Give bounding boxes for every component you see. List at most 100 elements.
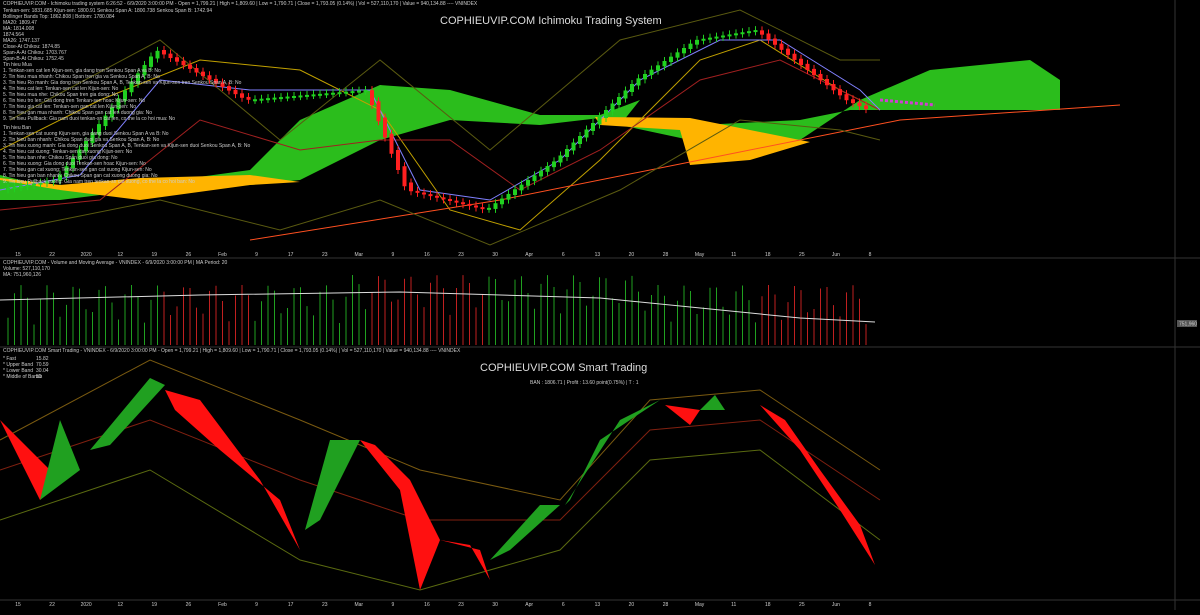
smart-signal: BAN : 1806.71 | Profit : 13.60 point(0.7…	[530, 380, 639, 386]
date-label: 23	[322, 602, 328, 608]
sell-heading: Tin hieu Ban	[3, 125, 31, 131]
candle-body	[857, 102, 862, 107]
candle-body	[350, 91, 355, 94]
candle-body	[779, 43, 784, 50]
candle-body	[214, 78, 218, 84]
candle-body	[233, 89, 238, 95]
candle-body	[279, 97, 283, 100]
candle-body	[831, 84, 836, 91]
date-label: 22	[49, 252, 55, 258]
indicator-info: MA26: 1747.137	[3, 38, 40, 44]
candle-body	[71, 157, 75, 169]
candle-body	[168, 53, 173, 59]
candle-body	[454, 200, 459, 203]
date-label: May	[695, 602, 705, 608]
candle-body	[318, 93, 322, 96]
candle-body	[448, 199, 452, 201]
buy-signal: 2. Tin hieu mua nhanh: Chikou Span tren …	[3, 74, 160, 80]
sell-signal: 4. Tin hieu cat xuong: Tenkan-sen cat xu…	[3, 149, 132, 155]
legend-name: * Upper Band	[3, 362, 33, 368]
candle-body	[220, 82, 225, 87]
buy-signal: 8. Tin hieu gan mua nhanh: Chikou Span g…	[3, 110, 152, 116]
smart-title: COPHIEUVIP.COM Smart Trading	[480, 362, 647, 374]
candle-body	[409, 182, 413, 192]
candle-body	[194, 68, 199, 73]
candle-body	[643, 74, 647, 80]
candle-body	[734, 33, 738, 36]
candle-body	[565, 149, 569, 157]
candle-body	[597, 116, 602, 125]
date-label: 16	[424, 252, 430, 258]
ichimoku-lines	[0, 9, 1121, 246]
date-label: 11	[731, 252, 736, 258]
candle-body	[227, 86, 231, 91]
candle-body	[51, 180, 56, 183]
candle-body	[402, 166, 407, 187]
date-label: 23	[458, 252, 464, 258]
candle-body	[292, 96, 296, 98]
candle-body	[649, 69, 654, 75]
candle-body	[493, 203, 498, 209]
date-label: Feb	[218, 252, 227, 258]
candle-body	[766, 33, 771, 40]
candle-body	[539, 170, 543, 177]
candle-body	[688, 43, 693, 49]
candle-body	[90, 132, 95, 143]
legend-value: 15.82	[36, 356, 49, 362]
sell-signal: 7. Tin hieu gan cat xuong: Tenkan-sen ga…	[3, 167, 152, 173]
candle-body	[376, 101, 381, 122]
candle-body	[389, 133, 394, 154]
candle-body	[266, 98, 270, 101]
date-label: 17	[288, 252, 294, 258]
buy-heading: Tin hieu Mua	[3, 62, 32, 68]
candle-body	[246, 96, 251, 100]
date-label: 13	[595, 252, 601, 258]
candle-body	[864, 105, 868, 110]
date-label: 13	[595, 602, 601, 608]
candle-body	[123, 90, 127, 101]
candle-body	[474, 205, 478, 208]
candle-body	[58, 174, 62, 181]
candle-body	[682, 48, 686, 54]
date-label: 28	[663, 602, 669, 608]
candle-body	[136, 73, 140, 84]
date-label: Apr	[525, 252, 533, 258]
indicator-info: Span-B-At Chikou: 1752.45	[3, 56, 64, 62]
candle-body	[272, 97, 277, 100]
date-label: 9	[391, 602, 394, 608]
candle-body	[259, 98, 264, 101]
header-line: COPHIEUVIP.COM - Ichimoku trading system…	[3, 1, 478, 7]
candle-body	[97, 124, 101, 135]
candle-body	[32, 183, 36, 186]
candle-body	[799, 58, 803, 65]
candle-body	[84, 141, 88, 152]
buy-signal: 1. Tenkan-sen cat len Kijun-sen, gia dan…	[3, 68, 161, 74]
candle-body	[662, 61, 667, 67]
date-label: Mar	[354, 252, 363, 258]
candle-body	[344, 91, 348, 94]
candle-body	[285, 96, 290, 99]
candle-body	[480, 207, 485, 210]
candle-body	[12, 186, 17, 189]
date-label: 26	[186, 252, 192, 258]
candle-body	[740, 32, 745, 35]
buy-signal: 3. Tin hieu Ro manh: Gia dong tren Senko…	[3, 80, 242, 86]
candle-body	[383, 117, 387, 138]
candle-body	[253, 99, 257, 102]
buy-signal: 9. Tin hieu Pullback: Gia nam duoi tenka…	[3, 116, 175, 122]
buy-signal: 4. Tin hieu cat len: Tenkan-sen cat len …	[3, 86, 118, 92]
sell-signal: 1. Tenkan-sen cat xuong Kijun-sen, gia d…	[3, 131, 169, 137]
candle-body	[506, 193, 511, 200]
date-label: 28	[663, 252, 669, 258]
candle-body	[513, 189, 517, 195]
date-label: 30	[492, 602, 498, 608]
candle-body	[792, 53, 797, 60]
candle-body	[188, 64, 192, 69]
candle-body	[370, 90, 374, 105]
date-label: 6	[562, 602, 565, 608]
candle-body	[77, 149, 82, 160]
candle-body	[467, 203, 472, 206]
date-label: Jun	[832, 252, 840, 258]
candle-body	[727, 34, 732, 37]
